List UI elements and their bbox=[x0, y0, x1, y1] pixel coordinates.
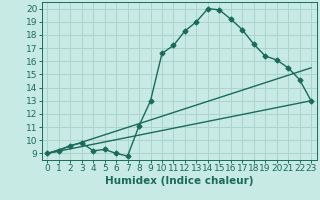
X-axis label: Humidex (Indice chaleur): Humidex (Indice chaleur) bbox=[105, 176, 253, 186]
